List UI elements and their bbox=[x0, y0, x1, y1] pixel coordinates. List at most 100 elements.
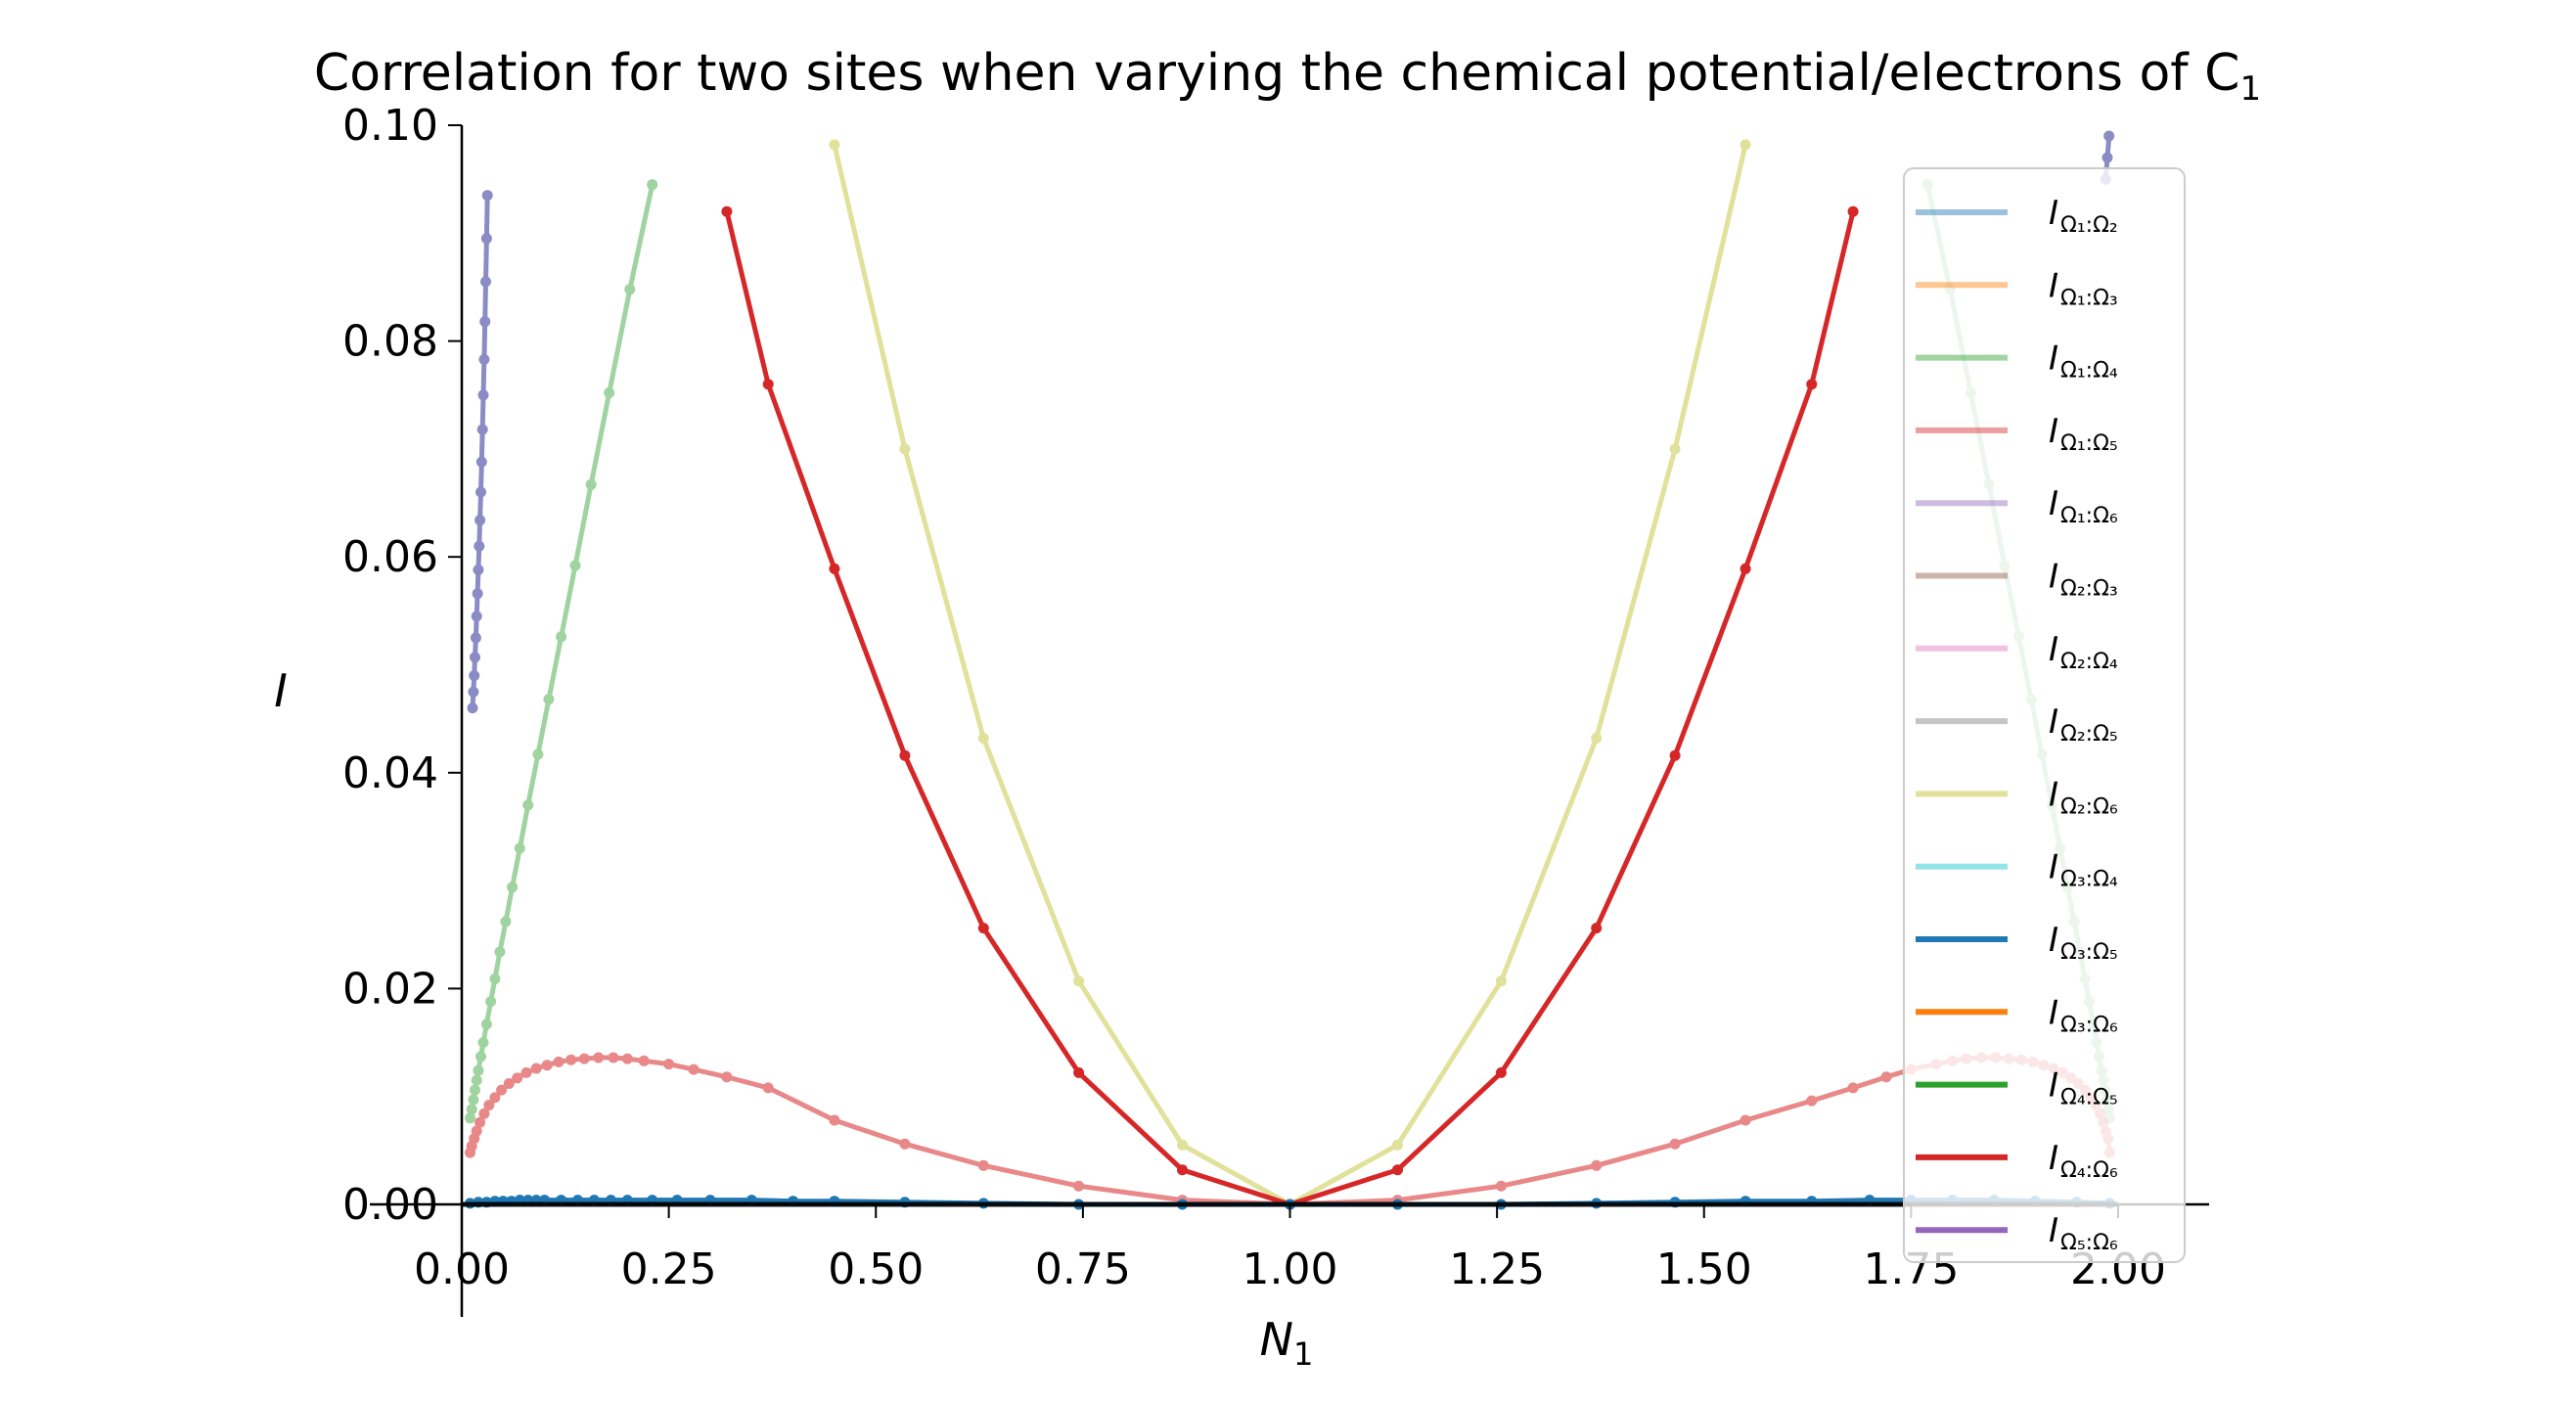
legend-label-subscript: Ω₁:Ω₃ bbox=[2060, 286, 2118, 310]
legend-label-main: I bbox=[2049, 1139, 2058, 1178]
y-tick-label: 0.00 bbox=[342, 1180, 438, 1230]
series-2-point bbox=[483, 1100, 495, 1110]
series-2-point bbox=[899, 1138, 911, 1150]
legend-label: IΩ₁:Ω₃ bbox=[2049, 266, 2118, 310]
series-line-2 bbox=[468, 1055, 2112, 1207]
series-2-point bbox=[593, 1052, 605, 1064]
chart-title: Correlation for two sites when varying t… bbox=[314, 44, 2261, 109]
series-2-point bbox=[496, 1084, 508, 1096]
series-5-point bbox=[469, 670, 480, 681]
legend-label: IΩ₁:Ω₂ bbox=[2049, 194, 2118, 238]
legend-entry: IΩ₂:Ω₃ bbox=[1916, 558, 2118, 602]
legend-label-subscript: Ω₃:Ω₆ bbox=[2060, 1013, 2118, 1037]
series-5-point bbox=[471, 611, 482, 622]
series-0-point bbox=[465, 1112, 475, 1124]
x-tick-label: 0.00 bbox=[414, 1245, 510, 1294]
legend-label: IΩ₃:Ω₄ bbox=[2049, 848, 2118, 892]
legend-label-main: I bbox=[2049, 775, 2058, 814]
series-2-point bbox=[530, 1063, 542, 1074]
legend-entry: IΩ₁:Ω₄ bbox=[1916, 339, 2118, 384]
series-4-point bbox=[977, 923, 989, 934]
series-line-4 bbox=[724, 210, 1856, 1207]
series-0-point bbox=[604, 387, 615, 398]
legend-frame bbox=[1903, 167, 2186, 1263]
legend-label: IΩ₅:Ω₆ bbox=[2049, 1211, 2118, 1255]
series-4-point bbox=[1847, 205, 1859, 217]
legend-label-subscript: Ω₅:Ω₆ bbox=[2060, 1231, 2118, 1255]
series-3 bbox=[829, 139, 1751, 1210]
series-0-point bbox=[494, 946, 506, 958]
series-line-3 bbox=[832, 144, 1748, 1207]
series-3-point bbox=[899, 443, 911, 455]
legend-label: IΩ₂:Ω₃ bbox=[2049, 558, 2118, 602]
series-5-point bbox=[476, 424, 488, 435]
series-0-point bbox=[585, 478, 597, 490]
x-tick-label: 0.25 bbox=[621, 1245, 717, 1294]
series-4-point bbox=[1740, 563, 1751, 574]
legend-label-subscript: Ω₂:Ω₄ bbox=[2060, 650, 2118, 674]
y-tick-label: 0.06 bbox=[342, 532, 438, 582]
chart-title-subscript: 1 bbox=[2239, 69, 2261, 109]
series-0-point bbox=[556, 631, 567, 643]
series-0-point bbox=[624, 284, 636, 295]
series-0-point bbox=[500, 916, 512, 928]
series-2-point bbox=[608, 1052, 619, 1064]
legend-label-subscript: Ω₄:Ω₆ bbox=[2060, 1158, 2118, 1183]
series-2-point bbox=[578, 1053, 590, 1064]
series-3-point bbox=[1495, 975, 1507, 987]
legend-label-subscript: Ω₁:Ω₄ bbox=[2060, 359, 2118, 384]
series-4-point bbox=[1392, 1164, 1403, 1176]
legend-label-main: I bbox=[2049, 412, 2058, 451]
series-3-point bbox=[1392, 1139, 1403, 1151]
series-3-point bbox=[1740, 139, 1751, 151]
series-2-point bbox=[977, 1159, 989, 1171]
y-tick-label: 0.04 bbox=[342, 748, 438, 798]
series-layer bbox=[462, 130, 2118, 1210]
legend-label: IΩ₁:Ω₆ bbox=[2049, 484, 2118, 528]
series-4-point bbox=[1495, 1066, 1507, 1078]
series-0-point bbox=[543, 694, 555, 705]
series-2-point bbox=[1806, 1095, 1818, 1107]
legend-label-main: I bbox=[2049, 702, 2058, 742]
legend-label-subscript: Ω₃:Ω₅ bbox=[2060, 940, 2118, 965]
ticks-layer: 0.00 0.25 0.50 0.75 1.00 1.25 1.50 1.75 2.000.00… bbox=[342, 101, 2166, 1294]
series-0-point bbox=[477, 1037, 489, 1048]
legend-entry: IΩ₂:Ω₄ bbox=[1916, 630, 2118, 674]
series-0-point bbox=[514, 842, 525, 854]
series-4-point bbox=[899, 749, 911, 761]
series-2-point bbox=[565, 1054, 577, 1065]
series-5-point bbox=[475, 456, 487, 468]
legend: IΩ₁:Ω₂IΩ₁:Ω₃IΩ₁:Ω₄IΩ₁:Ω₅IΩ₁:Ω₆IΩ₂:Ω₃IΩ₂:… bbox=[1903, 167, 2186, 1263]
series-4-point bbox=[1591, 923, 1603, 934]
x-axis-label-text: N bbox=[1260, 1313, 1293, 1366]
x-tick-label: 0.75 bbox=[1035, 1245, 1131, 1294]
series-4-point bbox=[1177, 1164, 1188, 1176]
series-2-point bbox=[541, 1060, 553, 1071]
legend-label: IΩ₄:Ω₅ bbox=[2049, 1066, 2118, 1110]
series-5-point bbox=[481, 190, 493, 202]
series-0-point bbox=[475, 1051, 486, 1063]
legend-entry: IΩ₃:Ω₄ bbox=[1916, 848, 2118, 892]
legend-label-main: I bbox=[2049, 630, 2058, 669]
x-tick-label: 0.50 bbox=[828, 1245, 924, 1294]
series-4-point bbox=[1806, 379, 1818, 390]
legend-label-main: I bbox=[2049, 339, 2058, 379]
series-2-point bbox=[520, 1066, 532, 1078]
series-2-point bbox=[762, 1082, 774, 1094]
legend-label: IΩ₃:Ω₅ bbox=[2049, 921, 2118, 965]
series-4-point bbox=[1073, 1066, 1085, 1078]
series-5-point bbox=[480, 233, 492, 245]
series-0-point bbox=[569, 560, 581, 571]
legend-label-main: I bbox=[2049, 1066, 2058, 1106]
legend-entry: IΩ₂:Ω₆ bbox=[1916, 775, 2118, 819]
series-2-point bbox=[721, 1071, 733, 1083]
legend-entry: IΩ₁:Ω₅ bbox=[1916, 412, 2118, 456]
legend-label-main: I bbox=[2049, 921, 2058, 960]
series-2 bbox=[465, 1052, 2115, 1210]
legend-label: IΩ₂:Ω₅ bbox=[2049, 702, 2118, 747]
series-5-point bbox=[475, 515, 486, 526]
series-0-point bbox=[473, 1064, 484, 1076]
series-3-point bbox=[977, 733, 989, 744]
legend-label-subscript: Ω₁:Ω₂ bbox=[2060, 213, 2118, 238]
legend-label-subscript: Ω₂:Ω₃ bbox=[2060, 577, 2118, 602]
